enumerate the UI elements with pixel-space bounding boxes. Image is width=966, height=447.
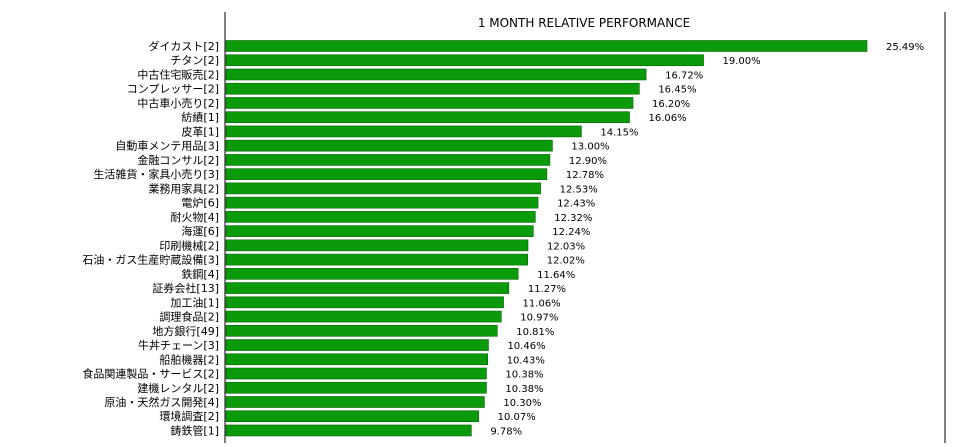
value-label: 12.02% bbox=[547, 256, 585, 267]
category-label: 中古車小売り[2] bbox=[137, 96, 219, 110]
category-label: 自動車メンテ用品[3] bbox=[115, 139, 219, 153]
bar bbox=[225, 154, 551, 166]
bar bbox=[225, 339, 489, 351]
value-label: 10.43% bbox=[507, 355, 545, 366]
value-label: 10.38% bbox=[505, 370, 543, 381]
value-label: 10.30% bbox=[503, 398, 541, 409]
category-label: 電炉[6] bbox=[181, 197, 219, 210]
category-label: 皮革[1] bbox=[181, 124, 219, 138]
bar bbox=[225, 82, 640, 95]
value-label: 10.97% bbox=[520, 313, 558, 324]
category-label: 原油・天然ガス開発[4] bbox=[104, 395, 219, 409]
bar bbox=[225, 381, 487, 394]
bar bbox=[225, 296, 504, 309]
category-label: 印刷機械[2] bbox=[159, 238, 219, 252]
bar bbox=[225, 182, 541, 195]
bar bbox=[225, 268, 519, 280]
category-label: ダイカスト[2] bbox=[148, 39, 219, 53]
value-label: 16.45% bbox=[658, 85, 696, 96]
category-label: 鋳鉄管[1] bbox=[170, 423, 219, 437]
value-label: 12.90% bbox=[569, 156, 607, 167]
bar bbox=[225, 196, 539, 209]
chart-title: 1 MONTH RELATIVE PERFORMANCE bbox=[478, 16, 690, 30]
bar bbox=[225, 367, 487, 380]
category-label: 耐火物[4] bbox=[170, 210, 219, 224]
bar bbox=[225, 396, 485, 408]
value-label: 12.53% bbox=[560, 184, 598, 195]
category-label: コンプレッサー[2] bbox=[127, 83, 219, 96]
value-label: 10.38% bbox=[505, 384, 543, 395]
category-label: チタン[2] bbox=[170, 54, 219, 67]
value-label: 13.00% bbox=[571, 142, 609, 153]
value-label: 12.03% bbox=[547, 241, 585, 252]
value-label: 11.64% bbox=[537, 270, 575, 281]
value-label: 12.24% bbox=[552, 227, 590, 238]
category-label: 業務用家具[2] bbox=[148, 181, 219, 195]
bar bbox=[225, 40, 868, 52]
value-label: 10.07% bbox=[498, 412, 536, 423]
category-label: 地方銀行[49] bbox=[152, 324, 219, 338]
value-label: 12.32% bbox=[554, 213, 592, 224]
value-label: 10.46% bbox=[507, 341, 545, 352]
category-label: 中古住宅販売[2] bbox=[137, 67, 219, 81]
bar bbox=[225, 225, 534, 237]
category-label: 金融コンサル[2] bbox=[137, 153, 219, 167]
bar bbox=[225, 239, 529, 252]
category-label: 牛丼チェーン[3] bbox=[138, 338, 219, 352]
bar bbox=[225, 139, 553, 152]
value-label: 10.81% bbox=[516, 327, 554, 338]
value-label: 25.49% bbox=[886, 42, 924, 53]
value-label: 12.78% bbox=[566, 170, 604, 181]
category-label: 海運[6] bbox=[181, 224, 219, 238]
bar bbox=[225, 282, 510, 294]
value-label: 14.15% bbox=[600, 127, 638, 138]
category-label: 建機レンタル[2] bbox=[137, 381, 219, 395]
category-label: 船舶機器[2] bbox=[159, 352, 219, 366]
category-label: 証券会社[13] bbox=[152, 281, 219, 295]
value-label: 11.27% bbox=[528, 284, 566, 295]
bar bbox=[225, 125, 582, 138]
bar bbox=[225, 68, 647, 81]
category-label: 加工油[1] bbox=[170, 295, 219, 309]
bar bbox=[225, 211, 536, 223]
bar bbox=[225, 54, 704, 67]
value-label: 11.06% bbox=[523, 298, 561, 309]
bar bbox=[225, 168, 548, 180]
bar bbox=[225, 324, 498, 337]
category-label: 食品関連製品・サービス[2] bbox=[82, 367, 219, 381]
bar bbox=[225, 253, 529, 266]
bar bbox=[225, 424, 472, 437]
category-label: 石油・ガス生産貯蔵設備[3] bbox=[82, 253, 219, 267]
category-label: 生活雑貨・家具小売り[3] bbox=[93, 167, 219, 181]
bar bbox=[225, 410, 479, 423]
bar bbox=[225, 310, 502, 323]
bar bbox=[225, 353, 488, 366]
value-label: 16.06% bbox=[648, 113, 686, 124]
bar bbox=[225, 111, 630, 123]
bar bbox=[225, 97, 634, 109]
value-label: 16.72% bbox=[665, 70, 703, 81]
value-label: 12.43% bbox=[557, 199, 595, 210]
category-label: 調理食品[2] bbox=[159, 310, 219, 324]
value-label: 19.00% bbox=[723, 56, 761, 67]
category-label: 鉄鋼[4] bbox=[181, 267, 219, 281]
bars-layer: ダイカスト[2] 25.49% チタン[2] 19.00% 中古住宅販売[2] 16.72… bbox=[82, 39, 924, 437]
category-label: 紡績[1] bbox=[181, 110, 219, 124]
value-label: 16.20% bbox=[652, 99, 690, 110]
value-label: 9.78% bbox=[490, 426, 522, 437]
category-label: 環境調査[2] bbox=[159, 409, 219, 423]
